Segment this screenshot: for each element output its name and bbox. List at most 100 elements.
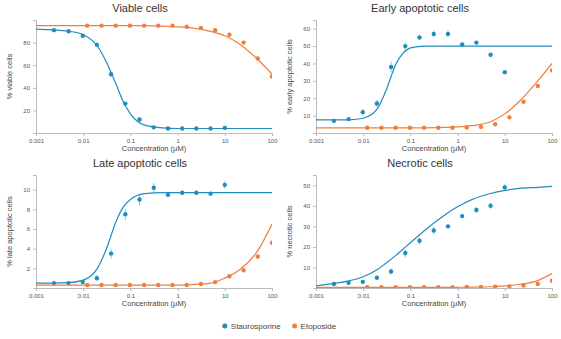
legend-label: Staurosporine <box>231 322 281 331</box>
x-tick-mark <box>272 288 273 291</box>
y-tick-label: 40 <box>303 61 310 67</box>
x-tick-label: 0.01 <box>358 293 370 299</box>
x-tick-mark <box>505 133 506 136</box>
y-tick: 4 <box>27 246 36 252</box>
y-axis-line <box>33 176 37 289</box>
x-tick: 1 <box>456 288 460 299</box>
y-tick-mark <box>33 88 36 89</box>
y-tick-mark <box>33 110 36 111</box>
x-tick-label: 0.001 <box>309 293 325 299</box>
y-tick: 60 <box>303 26 316 32</box>
y-tick-mark <box>33 229 36 230</box>
x-axis: 0.0010.010.1110100 <box>29 288 278 299</box>
y-tick-label: 30 <box>303 224 310 230</box>
x-tick-label: 10 <box>222 138 229 144</box>
x-axis-line <box>317 134 553 137</box>
fit-line <box>316 274 552 288</box>
x-tick-mark <box>458 288 459 291</box>
x-tick-label: 0.001 <box>29 138 45 144</box>
y-tick-mark <box>313 206 316 207</box>
x-axis-line <box>317 289 553 292</box>
x-tick-mark <box>178 133 179 136</box>
data-point <box>241 40 245 44</box>
y-axis: 246810 <box>23 176 36 289</box>
x-tick: 10 <box>222 133 229 144</box>
legend: Staurosporine Etoposide <box>222 322 336 331</box>
x-tick-mark <box>225 133 226 136</box>
data-point <box>474 40 478 44</box>
y-tick-mark <box>313 63 316 64</box>
data-point <box>503 185 507 189</box>
x-axis-title: Concentration (µM) <box>122 299 187 308</box>
y-axis: 20406080 <box>23 21 36 134</box>
panel-title: Necrotic cells <box>387 157 453 169</box>
data-point <box>332 119 336 123</box>
x-tick: 0.001 <box>309 133 325 144</box>
x-tick-label: 0.01 <box>78 138 90 144</box>
x-tick: 100 <box>547 288 558 299</box>
data-point <box>389 65 393 69</box>
fit-line <box>316 63 552 127</box>
plot-area <box>316 30 552 130</box>
y-axis-line <box>33 21 37 134</box>
y-tick-label: 8 <box>27 207 31 213</box>
panel-title: Viable cells <box>112 2 168 14</box>
data-point <box>550 279 552 283</box>
y-axis-line <box>313 21 317 134</box>
data-point <box>488 204 492 208</box>
x-tick-mark <box>505 288 506 291</box>
data-point <box>361 110 365 114</box>
data-point <box>137 197 141 201</box>
y-tick-label: 40 <box>23 85 30 91</box>
data-point <box>270 74 272 78</box>
y-tick: 40 <box>303 203 316 209</box>
y-tick: 40 <box>303 61 316 67</box>
x-tick: 0.01 <box>78 133 90 144</box>
x-tick: 1 <box>456 133 460 144</box>
y-tick-label: 60 <box>303 26 310 32</box>
data-point <box>536 282 540 286</box>
y-tick-mark <box>313 81 316 82</box>
data-point <box>256 254 260 258</box>
x-tick: 0.001 <box>29 288 45 299</box>
data-point <box>536 84 540 88</box>
y-tick-mark <box>33 65 36 66</box>
data-point <box>403 44 407 48</box>
data-point <box>227 32 231 36</box>
y-tick: 10 <box>303 265 316 271</box>
fit-line <box>316 46 552 120</box>
data-point <box>503 70 507 74</box>
y-tick-label: 20 <box>303 96 310 102</box>
data-point <box>109 251 113 255</box>
y-tick: 50 <box>303 43 316 49</box>
data-point <box>241 268 245 272</box>
x-tick-mark <box>410 288 411 291</box>
plot-area <box>36 181 272 287</box>
x-tick: 0.001 <box>29 133 45 144</box>
y-tick: 10 <box>303 113 316 119</box>
data-point <box>446 224 450 228</box>
y-tick: 60 <box>23 63 36 69</box>
data-point <box>521 100 525 104</box>
data-point <box>152 186 156 190</box>
y-tick-label: 20 <box>23 108 30 114</box>
legend-item: Etoposide <box>292 322 337 331</box>
y-tick-label: 2 <box>27 266 31 272</box>
data-point <box>446 32 450 36</box>
x-axis-line <box>37 289 273 292</box>
y-tick: 50 <box>303 183 316 189</box>
panel-title: Early apoptotic cells <box>371 2 469 14</box>
x-tick-mark <box>225 288 226 291</box>
x-tick-mark <box>363 133 364 136</box>
y-tick-label: 6 <box>27 226 31 232</box>
y-axis-title: % late apoptotic cells <box>5 196 14 267</box>
x-tick: 0.01 <box>358 133 370 144</box>
y-tick-mark <box>313 98 316 99</box>
fit-line <box>36 26 272 75</box>
legend-marker <box>292 324 297 329</box>
y-axis-line <box>313 176 317 289</box>
x-tick-mark <box>552 288 553 291</box>
data-point <box>417 35 421 39</box>
y-tick-label: 30 <box>303 78 310 84</box>
data-point <box>474 208 478 212</box>
